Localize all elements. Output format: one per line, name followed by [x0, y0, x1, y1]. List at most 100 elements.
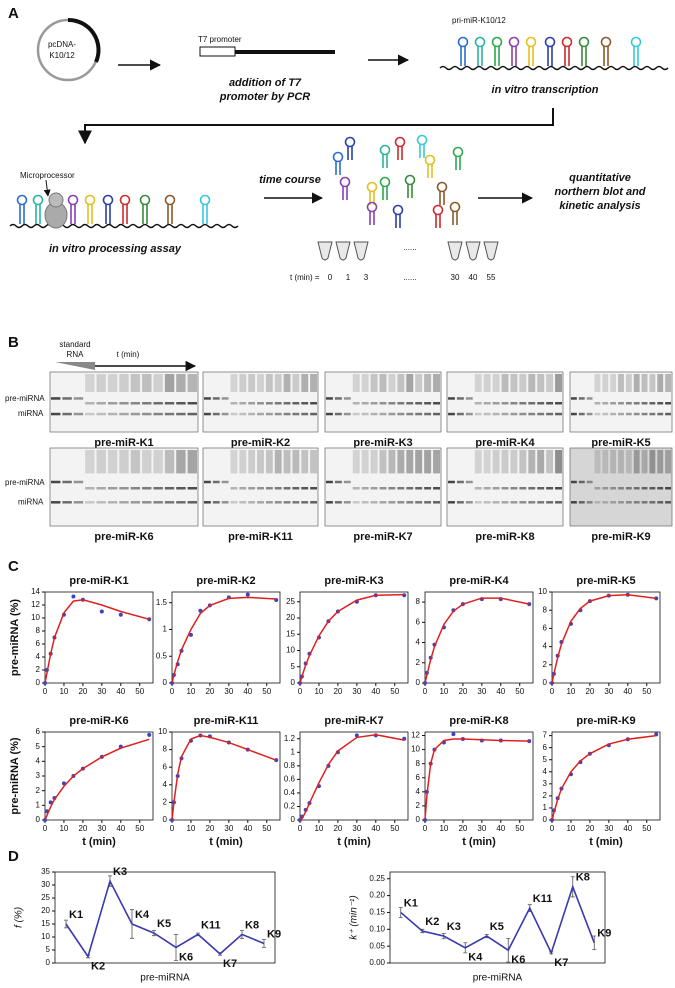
label: pre-miR-K5	[591, 437, 650, 449]
band	[649, 412, 656, 416]
y-tick-label: 8	[416, 597, 421, 606]
fit-line	[299, 593, 405, 684]
band	[571, 412, 577, 416]
x-tick-label: 50	[135, 824, 144, 833]
band	[474, 402, 482, 405]
x-tick-label: 30	[224, 824, 233, 833]
band	[424, 402, 432, 405]
hairpin-loop	[474, 36, 486, 48]
y-tick-label: 0.20	[369, 891, 385, 900]
x-tick-label: 10	[186, 824, 195, 833]
band	[519, 412, 527, 416]
smear	[415, 374, 423, 392]
x-tick-label: 30	[224, 687, 233, 696]
x-tick-label: 40	[243, 824, 252, 833]
x-tick-label: 20	[458, 824, 467, 833]
x-tick-label: 50	[262, 687, 271, 696]
band	[142, 412, 152, 416]
band	[343, 412, 351, 416]
label: pre-miR-K4	[475, 437, 535, 449]
label: in vitro transcription	[492, 84, 599, 96]
y-tick-label: 25	[41, 893, 50, 902]
tube	[317, 241, 333, 261]
band	[406, 487, 414, 490]
band	[221, 501, 229, 504]
fit-line	[551, 734, 657, 821]
y-tick-label: 0	[163, 815, 168, 824]
band	[274, 412, 282, 416]
label: ......	[403, 273, 416, 282]
smear	[187, 450, 197, 474]
smear	[406, 374, 414, 392]
label: pre-miR-K1	[94, 437, 153, 449]
smear	[370, 450, 378, 474]
band	[334, 480, 342, 484]
smear	[142, 374, 152, 392]
band	[230, 402, 238, 405]
band	[257, 402, 264, 405]
band	[465, 501, 473, 504]
band	[370, 412, 378, 416]
smear	[164, 374, 175, 392]
y-tick-label: 10	[286, 646, 295, 655]
y-tick-label: 2	[163, 798, 168, 807]
band	[406, 402, 414, 405]
y-tick-label: 8	[543, 605, 548, 614]
smear	[501, 374, 509, 392]
band	[310, 487, 317, 490]
data-point	[354, 733, 359, 738]
category-label: K2	[425, 916, 439, 928]
y-tick-label: 6	[416, 617, 421, 626]
band	[248, 501, 256, 504]
smear	[96, 450, 106, 474]
y-tick-label: 0.6	[284, 774, 296, 783]
data-line	[400, 884, 595, 956]
band	[370, 487, 378, 490]
label: 40	[469, 273, 478, 282]
chart-title: pre-miR-K3	[324, 575, 383, 587]
x-tick-label: 10	[186, 687, 195, 696]
x-tick-label: 50	[390, 687, 399, 696]
band	[649, 487, 656, 490]
microprocessor	[48, 192, 64, 208]
band	[537, 412, 545, 416]
band	[230, 412, 238, 416]
data-point	[147, 732, 152, 737]
plot-frame	[551, 731, 661, 821]
plot-frame	[54, 871, 276, 964]
y-tick-label: 15	[41, 919, 50, 928]
band	[388, 487, 396, 490]
hairpin	[167, 204, 173, 224]
band	[257, 501, 264, 504]
band	[546, 412, 554, 416]
x-tick-label: 20	[78, 824, 87, 833]
band	[221, 480, 229, 484]
y-tick-label: 6	[163, 762, 168, 771]
x-tick-label: 20	[205, 687, 214, 696]
band	[361, 402, 369, 405]
band	[343, 501, 351, 504]
smear	[379, 450, 387, 474]
band	[248, 412, 256, 416]
band	[641, 501, 648, 504]
hairpin	[19, 204, 25, 224]
rna-strand	[9, 223, 239, 229]
y-tick-label: 10	[411, 745, 420, 754]
band	[107, 487, 118, 490]
band	[594, 402, 601, 405]
category-label: K6	[511, 954, 525, 966]
band	[456, 412, 464, 416]
hairpin	[439, 191, 445, 205]
smear	[546, 450, 554, 474]
band	[212, 501, 220, 504]
band	[388, 412, 396, 416]
band	[212, 397, 220, 400]
y-tick-label: 6	[543, 624, 548, 633]
x-axis-label: t (min)	[337, 836, 371, 848]
band	[665, 501, 671, 504]
chart-title: pre-miR-K7	[324, 715, 383, 727]
band	[610, 487, 617, 490]
band	[578, 412, 585, 416]
band	[586, 480, 593, 484]
band	[379, 402, 387, 405]
